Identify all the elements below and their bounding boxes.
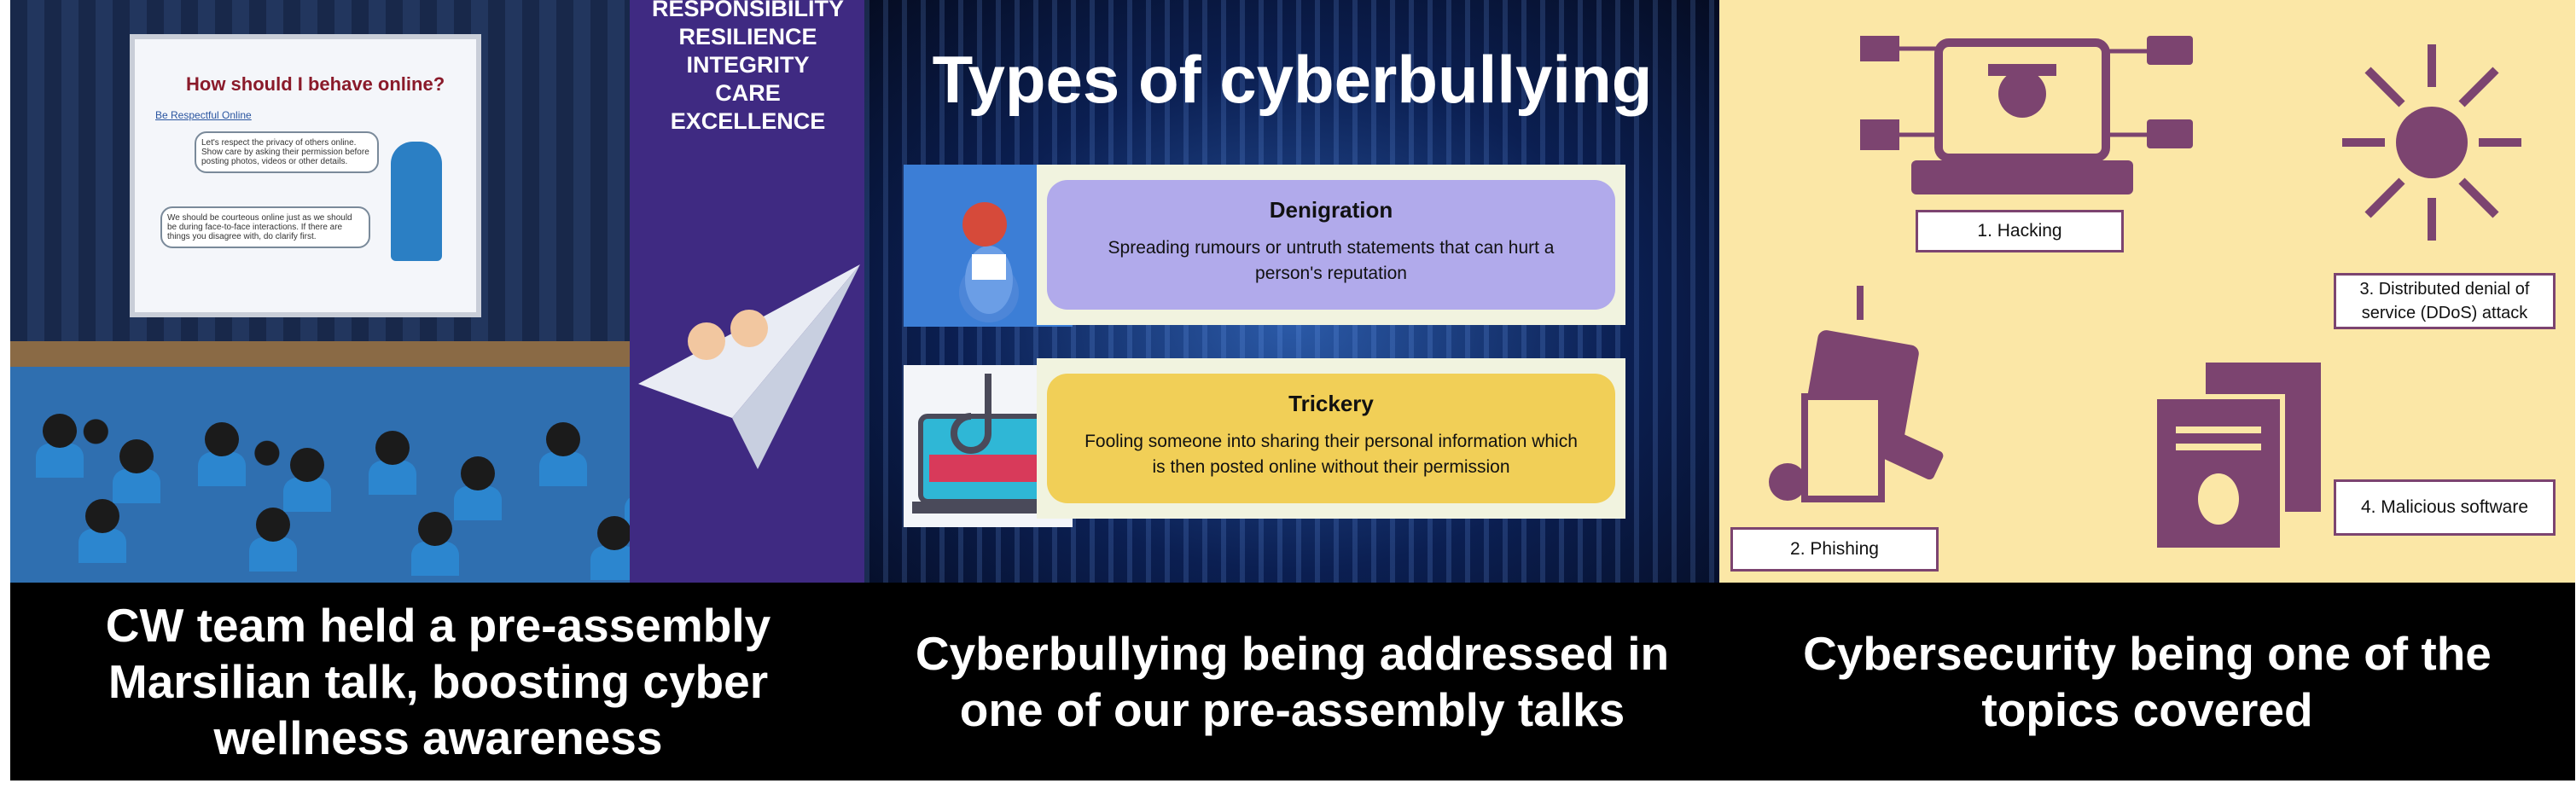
slide-panel-cybersecurity: 1. Hacking 3. Distributed denial of serv… <box>1719 0 2575 780</box>
card-text: Fooling someone into sharing their perso… <box>1084 432 1578 477</box>
caption: Cyberbullying being addressed in one of … <box>864 583 1720 780</box>
card-trickery-body: Trickery Fooling someone into sharing th… <box>1047 374 1615 503</box>
cybersecurity-slide: 1. Hacking 3. Distributed denial of serv… <box>1719 0 2575 583</box>
slide-panel-cyberbullying: Types of cyberbullying Denigration Sprea… <box>864 0 1720 780</box>
slide-bubble-1: Let's respect the privacy of others onli… <box>195 131 379 173</box>
cyberbullying-slide: Types of cyberbullying Denigration Sprea… <box>864 0 1720 583</box>
phishing-hook-icon <box>1769 286 1944 502</box>
label-phishing: 2. Phishing <box>1730 527 1939 572</box>
assembly-photo: How should I behave online? Be Respectfu… <box>10 0 866 583</box>
ddos-icon <box>2342 44 2521 241</box>
value-resilience: RESILIENCE <box>678 24 817 49</box>
caption: Cybersecurity being one of the topics co… <box>1719 583 2575 780</box>
malware-document-icon <box>2152 363 2321 553</box>
card-heading: Denigration <box>1269 197 1393 223</box>
card-heading: Trickery <box>1288 391 1374 416</box>
card-denigration-body: Denigration Spreading rumours or untruth… <box>1047 180 1615 310</box>
hacking-laptop-icon <box>1860 36 2193 194</box>
card-trickery: Trickery Fooling someone into sharing th… <box>1037 358 1625 519</box>
slide-title: Types of cyberbullying <box>932 42 1653 117</box>
projector-screen: How should I behave online? Be Respectfu… <box>130 34 481 317</box>
photo-panel-assembly: How should I behave online? Be Respectfu… <box>10 0 866 780</box>
label-hacking: 1. Hacking <box>1916 210 2124 252</box>
value-excellence: EXCELLENCE <box>670 108 826 134</box>
card-denigration: Denigration Spreading rumours or untruth… <box>1037 165 1625 325</box>
card-text: Spreading rumours or untruth statements … <box>1108 238 1555 283</box>
slide-subtitle: Be Respectful Online <box>155 109 252 121</box>
label-ddos: 3. Distributed denial of service (DDoS) … <box>2334 273 2556 329</box>
slide-title: How should I behave online? <box>186 73 445 95</box>
value-integrity: INTEGRITY <box>686 52 810 78</box>
value-care: CARE <box>715 80 781 106</box>
paper-plane-illustration <box>638 264 860 469</box>
value-responsibility: RESPONSIBILITY <box>651 0 845 21</box>
cartoon-boy-icon <box>391 142 442 261</box>
school-values-banner: RESPONSIBILITY RESILIENCE INTEGRITY CARE… <box>630 0 866 583</box>
label-malicious-software: 4. Malicious software <box>2334 479 2556 536</box>
slide-bubble-2: We should be courteous online just as we… <box>160 206 370 248</box>
caption: CW team held a pre-assembly Marsilian ta… <box>10 583 866 780</box>
